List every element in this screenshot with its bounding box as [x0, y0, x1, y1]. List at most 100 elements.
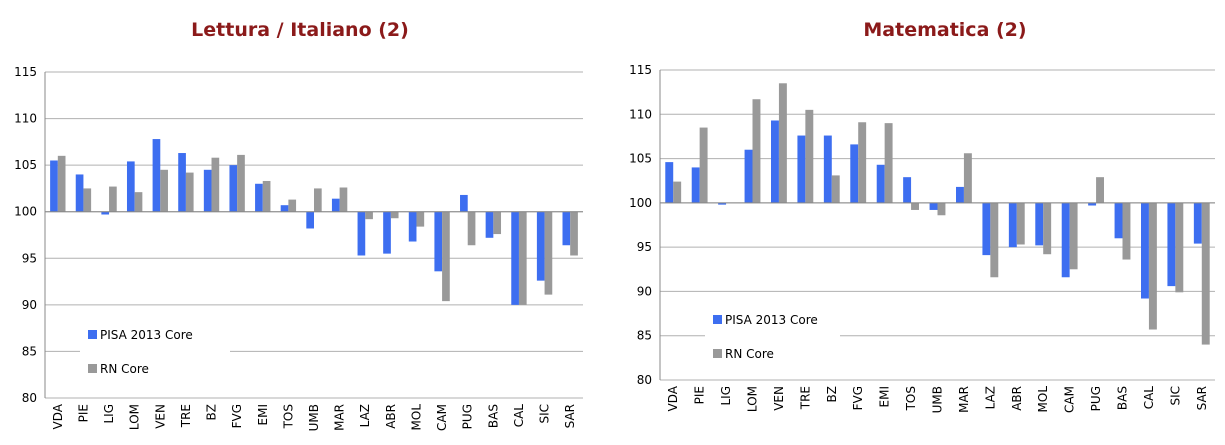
x-tick-label: LIG — [719, 386, 733, 406]
x-tick-label: MOL — [1036, 386, 1050, 413]
legend-swatch — [713, 349, 722, 358]
bar — [185, 172, 194, 212]
y-tick-label: 85 — [22, 344, 37, 358]
x-tick-label: BZ — [825, 386, 839, 402]
bar — [876, 164, 885, 203]
bar — [771, 120, 779, 203]
x-tick-label: SAR — [563, 404, 577, 428]
y-tick-label: 100 — [629, 196, 652, 210]
bar — [134, 192, 143, 212]
legend-label: RN Core — [725, 347, 774, 361]
bar — [1088, 202, 1097, 206]
x-tick-label: FVG — [851, 386, 865, 410]
bar — [255, 183, 263, 212]
x-tick-label: PUG — [461, 404, 475, 429]
y-tick-label: 90 — [637, 284, 652, 298]
bar — [823, 135, 832, 203]
x-tick-label: UMB — [931, 386, 945, 413]
bar — [178, 153, 186, 212]
bar — [331, 198, 340, 212]
x-tick-label: LAZ — [358, 404, 372, 427]
bar — [1201, 202, 1210, 345]
bar — [929, 202, 938, 210]
x-tick-label: ABR — [1010, 386, 1024, 411]
bar — [990, 202, 999, 278]
legend-swatch — [713, 315, 722, 324]
bar — [211, 157, 220, 212]
y-tick-label: 95 — [637, 240, 652, 254]
legend-label: PISA 2013 Core — [725, 313, 818, 327]
bar — [1114, 202, 1123, 239]
bar — [956, 186, 964, 203]
bar — [903, 177, 912, 203]
x-tick-label: VEN — [772, 386, 786, 411]
bar — [562, 211, 571, 246]
x-tick-label: TOS — [904, 386, 918, 411]
bar — [963, 153, 972, 203]
bar — [1141, 202, 1149, 299]
x-tick-label: BZ — [205, 404, 219, 420]
bar — [691, 167, 700, 203]
x-tick-label: LAZ — [983, 386, 997, 409]
legend-box — [80, 320, 230, 382]
y-tick-label: 105 — [629, 152, 652, 166]
y-tick-label: 115 — [14, 65, 37, 79]
bar — [467, 211, 476, 246]
bar — [699, 127, 708, 203]
bar — [126, 161, 135, 212]
chart-title: Matematica (2) — [863, 19, 1026, 41]
bar — [306, 211, 314, 229]
bar — [416, 211, 425, 227]
legend-box — [705, 305, 840, 367]
bar — [858, 122, 867, 203]
x-tick-label: LOM — [128, 404, 142, 430]
y-tick-label: 115 — [629, 63, 652, 77]
chart: Lettura / Italiano (2) 80 85 90 95 100 105 110 1… — [14, 19, 583, 431]
bar — [884, 123, 893, 203]
y-tick-label: 80 — [637, 373, 652, 387]
x-tick-label: CAL — [512, 404, 526, 428]
x-tick-label: BAS — [486, 404, 500, 428]
bar — [850, 144, 859, 203]
bar — [237, 154, 245, 212]
bar — [911, 202, 919, 210]
x-tick-label: SIC — [538, 404, 552, 424]
x-tick-label: CAM — [1063, 386, 1077, 413]
bar — [544, 211, 553, 295]
y-tick-label: 100 — [14, 205, 37, 219]
bar — [797, 135, 806, 203]
bar — [1096, 177, 1104, 203]
bar — [937, 202, 946, 216]
bar — [109, 186, 117, 212]
bar — [718, 202, 727, 205]
x-tick-label: PUG — [1089, 386, 1103, 411]
bar — [152, 139, 161, 212]
bar — [83, 188, 92, 212]
x-tick-label: LOM — [746, 386, 760, 412]
bar — [778, 83, 787, 203]
bar — [536, 211, 545, 281]
bar — [50, 160, 58, 212]
bar — [1008, 202, 1017, 248]
bar — [262, 180, 271, 212]
bar — [518, 211, 527, 305]
bar — [1069, 202, 1078, 270]
bar — [442, 211, 450, 302]
y-tick-label: 105 — [14, 158, 37, 172]
bar — [1122, 202, 1131, 260]
x-tick-label: VDA — [51, 403, 65, 429]
bar — [1167, 202, 1176, 287]
y-tick-label: 80 — [22, 391, 37, 405]
bar — [408, 211, 417, 242]
bar — [365, 211, 373, 220]
bar — [203, 169, 212, 212]
x-tick-label: MOL — [409, 404, 423, 431]
x-tick-label: SAR — [1195, 386, 1209, 410]
bar — [511, 211, 519, 305]
bar — [1148, 202, 1157, 330]
legend-swatch — [88, 364, 97, 373]
bar — [280, 205, 289, 212]
x-tick-label: VDA — [666, 385, 680, 411]
bar — [1175, 202, 1184, 293]
